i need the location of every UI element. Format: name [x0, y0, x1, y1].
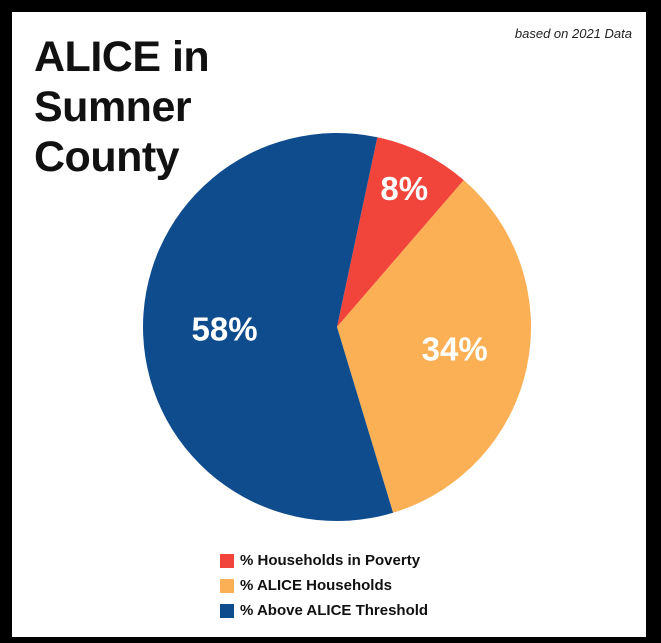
pie-slice-alice	[337, 180, 531, 513]
legend-swatch-above-threshold	[220, 603, 234, 618]
legend-item-above-threshold: % Above ALICE Threshold	[220, 598, 428, 623]
title-line-1: ALICE in	[34, 33, 210, 81]
legend-swatch-poverty	[220, 553, 234, 568]
pie-label-poverty: 8%	[380, 170, 428, 207]
legend-item-alice: % ALICE Households	[220, 573, 428, 598]
chart-title: ALICE in Sumner County	[34, 32, 210, 182]
pie-label-alice: 34%	[422, 331, 488, 368]
legend-label-above-threshold: % Above ALICE Threshold	[240, 602, 429, 619]
chart-frame: ALICE in Sumner County based on 2021 Dat…	[12, 12, 646, 637]
title-line-3: County	[34, 133, 180, 181]
chart-subtitle: based on 2021 Data	[514, 26, 632, 41]
legend-swatch-alice	[220, 578, 234, 593]
pie-label-above-threshold: 58%	[192, 310, 258, 347]
title-line-2: Sumner	[34, 83, 192, 131]
pie-slice-poverty	[337, 137, 464, 327]
legend-label-alice: % ALICE Households	[240, 577, 392, 594]
pie-chart: 8% 34% 58%	[142, 132, 531, 522]
legend-label-poverty: % Households in Poverty	[240, 552, 421, 569]
chart-legend: % Households in Poverty % ALICE Househol…	[220, 548, 428, 623]
pie-slice-above-threshold	[142, 132, 394, 522]
legend-item-poverty: % Households in Poverty	[220, 548, 428, 573]
